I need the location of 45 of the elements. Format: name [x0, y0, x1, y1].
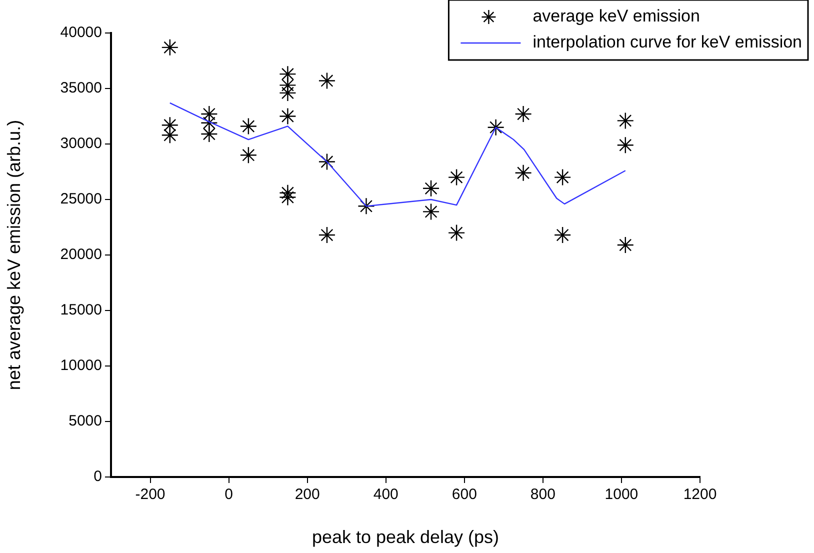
x-tick-label: 800	[530, 486, 556, 504]
y-tick-label: 10000	[60, 357, 102, 374]
x-tick-label: 1000	[604, 486, 638, 504]
x-axis-title: peak to peak delay (ps)	[312, 527, 500, 548]
y-tick-label: 20000	[60, 246, 102, 264]
point	[318, 153, 336, 170]
point	[616, 236, 634, 254]
y-axis-title: net average keV emission (arb.u.)	[4, 120, 24, 390]
point	[358, 198, 375, 215]
point	[554, 226, 572, 244]
point	[200, 105, 218, 123]
point	[514, 164, 532, 182]
legend-label: average keV emission	[532, 6, 700, 26]
y-tick-label: 15000	[60, 302, 102, 319]
point	[240, 118, 258, 135]
x-tick-label: 1200	[683, 486, 717, 504]
y-tick-label: 35000	[60, 80, 102, 97]
point	[514, 105, 532, 123]
x-tick-label: 400	[373, 486, 398, 504]
y-tick-label: 40000	[60, 24, 102, 42]
point	[616, 136, 634, 154]
point	[161, 116, 178, 134]
point	[240, 146, 258, 164]
point	[448, 224, 466, 242]
point	[487, 118, 504, 136]
legend-label: interpolation curve for keV emission	[532, 32, 802, 52]
point	[279, 108, 296, 125]
point	[161, 38, 178, 56]
point	[448, 168, 466, 186]
point	[422, 203, 440, 220]
y-tick-label: 25000	[60, 190, 102, 208]
point	[318, 72, 336, 90]
point	[616, 112, 634, 130]
x-tick-label: 0	[224, 486, 233, 504]
point	[200, 125, 218, 143]
x-tick-label: -200	[135, 486, 166, 504]
point	[318, 226, 336, 244]
y-tick-label: 0	[94, 468, 102, 486]
point	[554, 168, 572, 186]
point	[161, 126, 178, 144]
point	[422, 180, 440, 197]
x-tick-label: 200	[294, 486, 320, 504]
y-tick-label: 30000	[60, 135, 102, 152]
y-tick-label: 5000	[68, 412, 102, 430]
x-tick-label: 600	[452, 486, 477, 504]
